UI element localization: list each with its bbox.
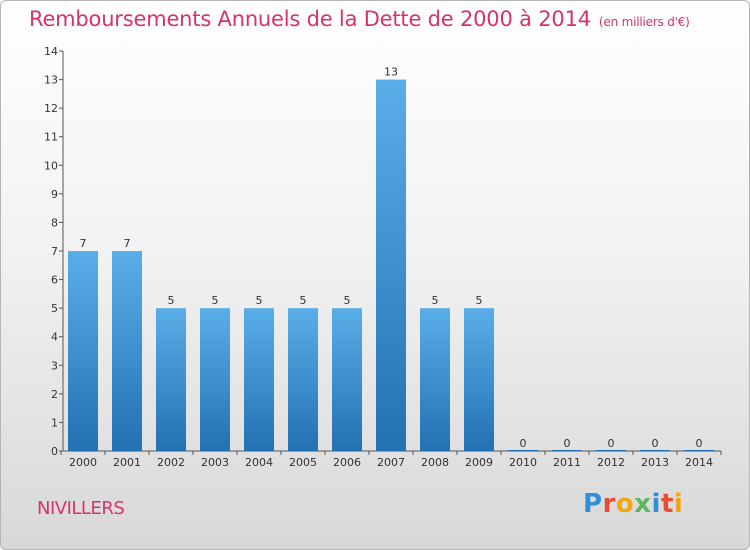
bar <box>640 450 670 451</box>
chart-title-unit: (en milliers d'€) <box>598 15 690 29</box>
data-label: 5 <box>476 294 483 307</box>
logo-letter: r <box>602 489 616 519</box>
bar <box>332 308 362 451</box>
logo-letter: i <box>673 489 684 519</box>
bar <box>420 308 450 451</box>
bar <box>112 251 142 451</box>
bar <box>200 308 230 451</box>
data-label: 5 <box>168 294 175 307</box>
bar <box>156 308 186 451</box>
data-label: 0 <box>652 437 659 450</box>
y-tick-label: 3 <box>51 359 58 372</box>
y-tick-label: 1 <box>51 416 58 429</box>
y-tick-label: 0 <box>51 445 58 458</box>
x-tick-label: 2012 <box>597 456 625 469</box>
data-label: 5 <box>432 294 439 307</box>
x-tick-label: 2003 <box>201 456 229 469</box>
y-tick-label: 2 <box>51 388 58 401</box>
commune-name: NIVILLERS <box>37 498 125 519</box>
data-label: 0 <box>520 437 527 450</box>
x-tick-label: 2000 <box>69 456 97 469</box>
data-label: 5 <box>344 294 351 307</box>
y-tick-label: 11 <box>44 131 58 144</box>
x-tick-label: 2004 <box>245 456 273 469</box>
y-tick-label: 4 <box>51 331 58 344</box>
data-label: 5 <box>212 294 219 307</box>
y-tick-label: 12 <box>44 102 58 115</box>
y-tick-label: 13 <box>44 74 58 87</box>
data-label: 0 <box>696 437 703 450</box>
bar <box>508 450 538 451</box>
data-label: 0 <box>564 437 571 450</box>
data-label: 13 <box>384 66 398 79</box>
y-tick-label: 10 <box>44 159 58 172</box>
x-tick-label: 2010 <box>509 456 537 469</box>
y-tick-label: 5 <box>51 302 58 315</box>
logo-letter: t <box>660 489 674 519</box>
y-tick-label: 8 <box>51 216 58 229</box>
bar <box>596 450 626 451</box>
y-tick-label: 14 <box>44 45 58 58</box>
chart-title-text: Remboursements Annuels de la Dette de 20… <box>29 7 591 31</box>
bar <box>68 251 98 451</box>
x-tick-label: 2002 <box>157 456 185 469</box>
data-label: 7 <box>124 237 131 250</box>
data-label: 5 <box>256 294 263 307</box>
y-tick-label: 9 <box>51 188 58 201</box>
x-tick-label: 2014 <box>685 456 713 469</box>
logo-letter: i <box>651 489 661 519</box>
bar <box>244 308 274 451</box>
bar <box>552 450 582 451</box>
y-tick-label: 7 <box>51 245 58 258</box>
logo-letter: x <box>634 489 652 519</box>
bar <box>684 450 714 451</box>
logo-letter: P <box>583 489 603 519</box>
chart-title: Remboursements Annuels de la Dette de 20… <box>29 7 690 31</box>
bar <box>464 308 494 451</box>
data-label: 0 <box>608 437 615 450</box>
bar <box>288 308 318 451</box>
y-tick-label: 6 <box>51 274 58 287</box>
data-label: 7 <box>80 237 87 250</box>
data-label: 5 <box>300 294 307 307</box>
proxiti-logo: Proxiti <box>583 489 683 519</box>
chart-bars <box>68 79 714 452</box>
bar <box>376 79 406 452</box>
x-tick-label: 2013 <box>641 456 669 469</box>
x-tick-label: 2009 <box>465 456 493 469</box>
x-tick-label: 2001 <box>113 456 141 469</box>
x-tick-label: 2005 <box>289 456 317 469</box>
logo-letter: o <box>615 489 635 519</box>
x-tick-label: 2006 <box>333 456 361 469</box>
x-tick-label: 2008 <box>421 456 449 469</box>
chart-labels: 2000 7 2001 7 2002 5 2003 5 2004 5 2005 5 2006 5 2007 1… <box>69 66 713 469</box>
x-tick-label: 2007 <box>377 456 405 469</box>
x-tick-label: 2011 <box>553 456 581 469</box>
